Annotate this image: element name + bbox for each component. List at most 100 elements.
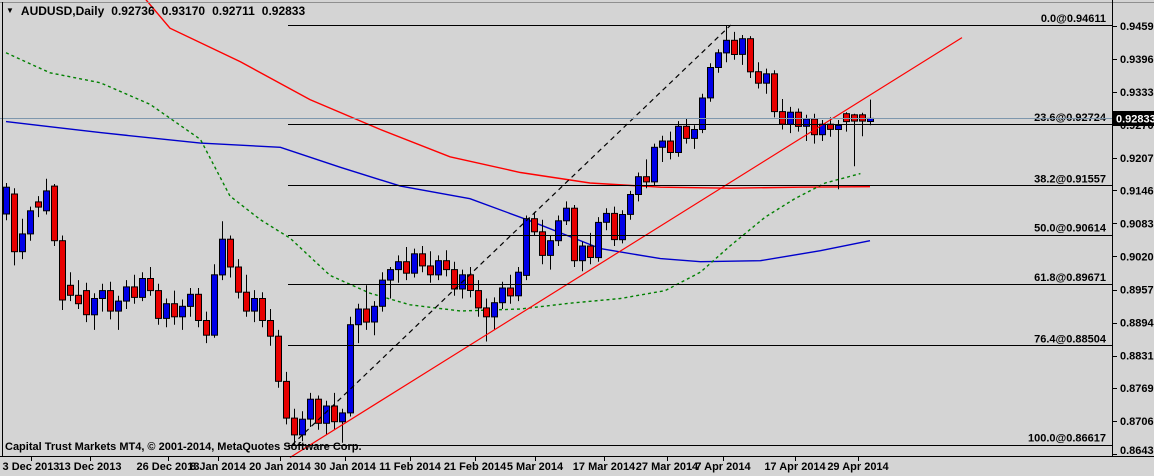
- candle-body-bull: [675, 125, 682, 154]
- current-price-tag-label: 0.92833: [1116, 114, 1154, 126]
- candle-body-bear: [611, 212, 618, 241]
- ma-red-line: [145, 0, 871, 189]
- date-axis-label: 3 Dec 2013: [3, 461, 60, 473]
- candle-body-bull: [555, 220, 562, 242]
- red-uptrend-line[interactable]: [289, 37, 963, 459]
- candle-body-bull: [563, 207, 570, 222]
- candle-body-bear: [571, 207, 578, 262]
- candle-body-bear: [171, 303, 178, 318]
- candle-body-bear: [683, 125, 690, 139]
- candle-body-bull: [715, 52, 722, 68]
- candle-body-bear: [283, 380, 290, 419]
- date-axis-label: 27 Mar 2014: [636, 461, 699, 473]
- price-axis-label: 0.92075: [1120, 153, 1154, 165]
- current-price-tag: [1112, 111, 1154, 126]
- candle-body-bull: [651, 146, 658, 183]
- candle-body-bull: [27, 210, 34, 235]
- candle-body-bear: [811, 118, 818, 136]
- candle-body-bull: [91, 298, 98, 316]
- fib-label-50.0: 50.0@0.90614: [1034, 223, 1107, 235]
- ma-blue-line: [5, 120, 871, 263]
- price-axis-label: 0.93335: [1120, 87, 1154, 99]
- chart-title-open: 0.92736: [111, 4, 155, 18]
- candle-body-bear: [467, 274, 474, 291]
- candle-body-bull: [547, 240, 554, 256]
- date-axis-label: 13 Dec 2013: [59, 461, 122, 473]
- candle-body-bull: [307, 398, 314, 420]
- candle-body-bear: [131, 286, 138, 298]
- candle-body-bull: [627, 194, 634, 215]
- candle-body-bull: [835, 124, 842, 131]
- candle-body-bear: [11, 193, 18, 253]
- date-axis-label: 20 Jan 2014: [249, 461, 312, 473]
- fib-label-38.2: 38.2@0.91557: [1034, 173, 1106, 185]
- fib-label-100.0: 100.0@0.86617: [1028, 433, 1106, 445]
- price-axis-label: 0.94595: [1120, 21, 1154, 33]
- candle-body-bear: [195, 293, 202, 321]
- candle-body-bull: [219, 238, 226, 276]
- candle-body-bull: [211, 274, 218, 336]
- candle-body-bull: [19, 233, 26, 253]
- candle-body-bear: [51, 185, 58, 242]
- candle-body-bear: [59, 240, 66, 301]
- candle-body-bull: [491, 302, 498, 318]
- candle-body-bear: [643, 176, 650, 183]
- dashed-swing-line[interactable]: [291, 24, 732, 446]
- date-axis-label: 30 Jan 2014: [314, 461, 377, 473]
- candle-body-bear: [419, 253, 426, 267]
- candle-body-bear: [667, 140, 674, 153]
- candle-body-bull: [299, 418, 306, 436]
- candle-body-bear: [483, 307, 490, 318]
- price-axis-label: 0.87065: [1120, 416, 1154, 428]
- candle-body-bull: [595, 221, 602, 259]
- candle-body-bull: [371, 305, 378, 323]
- candle-body-bull: [579, 245, 586, 262]
- candle-body-bull: [803, 118, 810, 127]
- date-axis-label: 21 Feb 2014: [444, 461, 507, 473]
- chart-title-high: 0.93170: [161, 4, 206, 18]
- collapse-triangle-icon[interactable]: ▼: [6, 6, 14, 15]
- candle-body-bear: [795, 111, 802, 127]
- candle-body-bear: [203, 320, 210, 336]
- candle-body-bear: [851, 114, 858, 122]
- candle-body-bull: [339, 412, 346, 423]
- candle-body-bull: [411, 253, 418, 274]
- candle-body-bull: [723, 39, 730, 54]
- candle-body-bear: [859, 114, 866, 122]
- candle-body-bear: [475, 290, 482, 309]
- candle-body-bear: [243, 291, 250, 312]
- candle-body-bull: [355, 308, 362, 326]
- candle-body-bear: [83, 290, 90, 316]
- date-axis-label: 8 Jan 2014: [190, 461, 247, 473]
- candle-body-bull: [739, 38, 746, 55]
- candle-body-bull: [691, 129, 698, 139]
- candle-body-bull: [523, 218, 530, 276]
- candle-body-bull: [163, 303, 170, 319]
- candle-body-bull: [435, 260, 442, 276]
- date-axis-label: 7 Apr 2014: [695, 461, 751, 473]
- date-axis-label: 17 Apr 2014: [764, 461, 826, 473]
- candle-body-bear: [531, 218, 538, 233]
- candle-body-bear: [451, 269, 458, 290]
- candle-body-bear: [107, 290, 114, 312]
- candle-body-bear: [235, 266, 242, 293]
- price-axis-label: 0.86435: [1120, 445, 1154, 457]
- candle-body-bear: [771, 73, 778, 113]
- candle-body-bear: [155, 290, 162, 319]
- candle-body-bear: [315, 398, 322, 424]
- copyright-text: Capital Trust Markets MT4, © 2001-2014, …: [5, 441, 362, 453]
- fib-label-0.0: 0.0@0.94611: [1041, 13, 1106, 25]
- candle-body-bull: [139, 278, 146, 298]
- candle-body-bear: [147, 278, 154, 292]
- date-axis-label: 5 Mar 2014: [507, 461, 564, 473]
- candle-body-bull: [659, 140, 666, 148]
- candle-body-bear: [755, 71, 762, 84]
- candle-body-bear: [731, 39, 738, 55]
- candle-body-bear: [259, 298, 266, 321]
